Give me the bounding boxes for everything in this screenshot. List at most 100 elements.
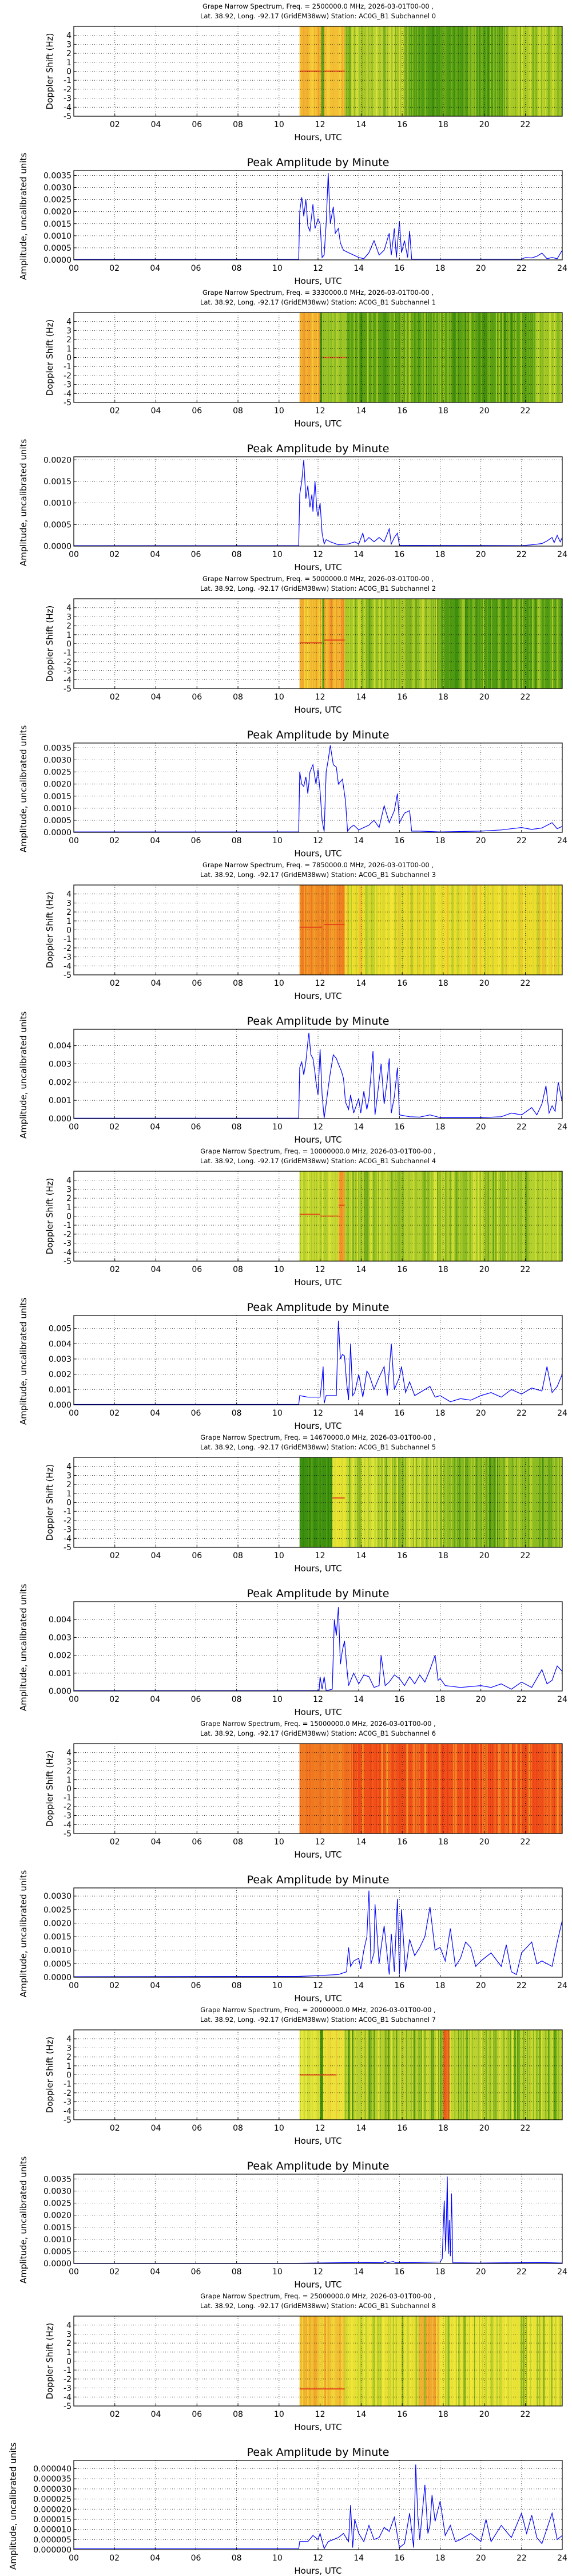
x-tick-label: 18 — [435, 2554, 446, 2563]
spectrogram-stripe — [420, 1457, 422, 1547]
y-tick-label: 0.0035 — [43, 2175, 72, 2184]
spectrogram-stripe — [402, 313, 404, 402]
spectrogram-stripe — [327, 599, 328, 689]
spectrogram-stripe — [480, 1171, 482, 1261]
y-tick-label: 0.004 — [49, 1340, 72, 1349]
spectrogram-stripe — [470, 313, 472, 402]
spectrogram-stripe — [560, 1457, 562, 1547]
spectrogram-stripe — [331, 599, 332, 689]
spectrogram-stripe — [534, 2030, 536, 2120]
x-tick-label: 12 — [315, 1551, 325, 1560]
spectrogram-stripe — [387, 2030, 390, 2120]
spectrogram-stripe — [443, 1171, 445, 1261]
x-tick-label: 14 — [353, 550, 364, 559]
spectrogram-stripe — [326, 2316, 328, 2406]
x-tick-label: 08 — [232, 836, 242, 846]
spectrogram-stripe — [525, 1171, 526, 1261]
spectrogram-stripe — [530, 2316, 531, 2406]
spectrogram-band — [322, 599, 324, 689]
spectrogram-panel: Grape Narrow Spectrum, Freq. = 2500000.0… — [45, 2, 563, 143]
spectrogram-stripe — [383, 313, 385, 402]
spectrogram-stripe — [529, 2030, 531, 2120]
y-tick-label: 0.004 — [49, 1042, 72, 1051]
y-axis-label: Amplitude, uncalibrated units — [18, 1584, 29, 1712]
spectrogram-stripe — [305, 1744, 308, 1834]
y-tick-label: 4 — [66, 2321, 72, 2330]
y-tick-label: -5 — [63, 2402, 72, 2411]
spectrogram-stripe — [353, 26, 355, 116]
x-tick-label: 22 — [517, 264, 527, 273]
spectrogram-stripe — [316, 1171, 318, 1261]
spectrogram-stripe — [317, 885, 319, 975]
spectrogram-stripe — [532, 2316, 533, 2406]
spectrogram-stripe — [379, 2316, 381, 2406]
y-tick-label: 0.0000 — [43, 1973, 72, 1982]
chart-title: Peak Amplitude by Minute — [247, 2446, 390, 2459]
spectrogram-stripe — [491, 1457, 492, 1547]
spectrogram-stripe — [527, 2316, 529, 2406]
x-tick-label: 16 — [394, 2267, 404, 2277]
spectrogram-stripe — [462, 1171, 463, 1261]
spectrogram-stripe — [478, 2316, 479, 2406]
spectrogram-stripe — [323, 599, 324, 689]
spectrogram-stripe — [332, 885, 334, 975]
x-tick-label: 02 — [110, 406, 120, 416]
spectrogram-stripe — [475, 1171, 476, 1261]
chart-title-line-1: Grape Narrow Spectrum, Freq. = 5000000.0… — [202, 575, 434, 583]
spectrogram-stripe — [343, 599, 344, 689]
spectrogram-stripe — [423, 885, 424, 975]
spectrogram-stripe — [441, 2030, 443, 2120]
x-tick-label: 14 — [353, 1981, 364, 1990]
spectrogram-stripe — [439, 2030, 440, 2120]
spectrogram-stripe — [527, 1171, 529, 1261]
y-tick-label: -3 — [63, 1812, 72, 1821]
x-axis-label: Hours, UTC — [294, 1993, 341, 2004]
spectrogram-stripe — [500, 2316, 502, 2406]
x-tick-label: 16 — [394, 550, 404, 559]
spectrogram-stripe — [555, 885, 557, 975]
spectrogram-stripe — [350, 2030, 352, 2120]
spectrogram-stripe — [450, 2030, 451, 2120]
x-tick-label: 02 — [109, 264, 120, 273]
spectrogram-stripe — [365, 885, 367, 975]
x-tick-label: 18 — [438, 1265, 448, 1274]
x-tick-label: 00 — [69, 1123, 79, 1132]
spectrogram-stripe — [495, 1171, 497, 1261]
spectrogram-stripe — [422, 2030, 423, 2120]
x-tick-label: 02 — [110, 120, 120, 129]
spectrogram-stripe — [479, 313, 480, 402]
x-tick-label: 08 — [232, 1123, 242, 1132]
spectrogram-stripe — [319, 2316, 320, 2406]
spectrogram-stripe — [482, 313, 484, 402]
chart-title-line-2: Lat. 38.92, Long. -92.17 (GridEM38ww) St… — [200, 871, 436, 879]
spectrogram-stripe — [383, 26, 384, 116]
spectrogram-stripe — [441, 885, 442, 975]
y-tick-label: 0.0025 — [43, 1906, 72, 1915]
spectrogram-stripe — [423, 1744, 424, 1834]
x-tick-label: 10 — [274, 406, 284, 416]
x-tick-label: 04 — [151, 693, 161, 702]
spectrogram-stripe — [455, 26, 456, 116]
spectrogram-stripe — [386, 1171, 387, 1261]
spectrogram-stripe — [494, 2030, 495, 2120]
spectrogram-stripe — [406, 1744, 407, 1834]
spectrogram-stripe — [443, 313, 445, 402]
y-tick-label: -2 — [63, 372, 72, 381]
spectrogram-stripe — [490, 1457, 491, 1547]
x-tick-label: 08 — [232, 1981, 242, 1990]
spectrogram-stripe — [549, 599, 551, 689]
spectrogram-stripe — [491, 599, 492, 689]
x-tick-label: 00 — [69, 1981, 79, 1990]
spectrogram-stripe — [452, 885, 454, 975]
spectrogram-stripe — [408, 1744, 410, 1834]
spectrogram-stripe — [546, 1744, 548, 1834]
spectrogram-stripe — [547, 1457, 549, 1547]
spectrogram-stripe — [511, 1744, 514, 1834]
spectrogram-stripe — [486, 313, 487, 402]
spectrogram-stripe — [478, 1744, 480, 1834]
spectrogram-stripe — [396, 26, 398, 116]
spectrogram-stripe — [504, 1171, 506, 1261]
y-tick-label: 2 — [66, 1194, 72, 1203]
y-axis-label: Amplitude, uncalibrated units — [18, 1012, 29, 1139]
y-axis-label: Doppler Shift (Hz) — [45, 319, 55, 396]
